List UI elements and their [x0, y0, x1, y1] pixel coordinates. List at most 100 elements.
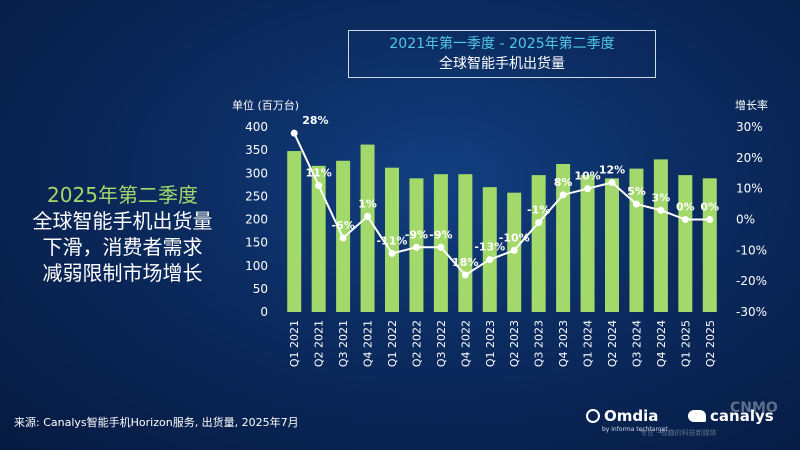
x-tick-label: Q4 2022 [459, 320, 472, 367]
cnmo-watermark: CNMO [730, 400, 778, 416]
growth-rate-label: 0% [700, 201, 719, 214]
x-tick-label: Q1 2022 [386, 320, 399, 367]
growth-rate-point [510, 246, 518, 254]
y2-tick-label: 30% [736, 120, 763, 134]
x-tick-label: Q2 2023 [508, 320, 521, 367]
growth-rate-label: -9% [429, 228, 452, 241]
x-tick-label: Q2 2021 [313, 320, 326, 367]
y2-axis-title: 增长率 [735, 98, 768, 112]
growth-rate-label: -6% [331, 219, 354, 232]
growth-rate-point [559, 191, 567, 199]
headline-line-4: 减弱限制市场增长 [42, 261, 203, 285]
x-tick-label: Q1 2025 [679, 320, 692, 367]
bar-q4-2024 [653, 159, 668, 312]
y-tick-label: 300 [245, 166, 268, 180]
chart-title-period: 2021年第一季度 - 2025年第二季度 [389, 36, 615, 52]
growth-rate-label: -10% [499, 231, 530, 244]
growth-rate-label: 28% [302, 114, 328, 127]
bar-q1-2023 [482, 187, 497, 312]
bar-q1-2024 [580, 175, 595, 312]
x-tick-label: Q1 2024 [582, 320, 595, 367]
growth-rate-label: 0% [676, 201, 695, 214]
growth-rate-label: 11% [305, 167, 331, 180]
bar-q2-2021 [311, 165, 326, 312]
growth-rate-label: 10% [574, 170, 600, 183]
growth-rate-point [412, 243, 420, 251]
y-axis-title: 单位 (百万台) [232, 98, 299, 112]
bar-q1-2021 [287, 151, 302, 312]
canalys-logo-icon [688, 410, 706, 422]
x-tick-label: Q1 2021 [288, 320, 301, 367]
growth-rate-label: -9% [405, 228, 428, 241]
x-tick-label: Q4 2023 [557, 320, 570, 367]
x-tick-label: Q3 2021 [337, 320, 350, 367]
growth-rate-point [535, 219, 543, 227]
x-tick-label: Q3 2023 [533, 320, 546, 367]
y-tick-label: 400 [245, 120, 268, 134]
growth-rate-label: 8% [554, 176, 573, 189]
canalys-logo: canalys [688, 407, 774, 425]
growth-rate-point [584, 185, 592, 193]
x-tick-label: Q3 2022 [435, 320, 448, 367]
bar-q3-2023 [531, 175, 546, 312]
y-tick-label: 250 [245, 189, 268, 203]
growth-rate-point [681, 216, 689, 223]
y-tick-label: 200 [245, 213, 268, 227]
y2-tick-label: 0% [736, 213, 755, 227]
chart-title-box: 2021年第一季度 - 2025年第二季度 全球智能手机出货量 [348, 30, 656, 78]
y2-tick-label: 10% [736, 182, 763, 196]
growth-rate-label: 12% [599, 164, 625, 177]
growth-rate-point [461, 271, 469, 279]
omdia-logo-subtitle: by informa techtarget [602, 426, 668, 433]
growth-rate-point [486, 256, 494, 264]
y2-tick-label: -20% [736, 274, 767, 288]
growth-rate-line [293, 132, 710, 277]
growth-rate-label: 1% [358, 197, 377, 210]
cnmo-watermark-subtitle: 专业 · 有趣的科技新媒体 [640, 429, 717, 437]
x-tick-label: Q1 2023 [484, 320, 497, 367]
x-tick-label: Q2 2025 [704, 320, 717, 367]
x-tick-label: Q4 2021 [362, 320, 375, 367]
growth-rate-point [290, 129, 298, 137]
x-tick-label: Q3 2024 [630, 320, 643, 367]
bar-q4-2023 [556, 164, 571, 312]
growth-rate-label: 3% [652, 191, 671, 204]
bar-q2-2024 [605, 178, 619, 312]
x-tick-label: Q2 2024 [606, 320, 619, 367]
growth-rate-point [315, 182, 323, 190]
y-tick-label: 100 [245, 259, 268, 273]
growth-rate-point [339, 234, 347, 242]
headline-line-3: 下滑，消费者需求 [42, 235, 203, 259]
growth-rate-label: -13% [474, 241, 505, 254]
bar-q1-2025 [678, 175, 693, 312]
headline-panel: 2025年第二季度 全球智能手机出货量 下滑，消费者需求 减弱限制市场增长 [10, 182, 235, 286]
headline-line-2: 全球智能手机出货量 [32, 209, 213, 233]
growth-rate-point [437, 243, 445, 251]
x-tick-label: Q2 2022 [410, 320, 423, 367]
x-tick-label: Q4 2024 [655, 320, 668, 367]
growth-rate-point [632, 200, 640, 208]
bar-q4-2021 [360, 144, 375, 312]
bar-q1-2022 [385, 167, 399, 312]
growth-rate-point [608, 179, 616, 186]
y2-tick-label: -10% [736, 243, 767, 257]
y2-tick-label: -30% [736, 305, 767, 319]
omdia-logo: Omdia [586, 407, 658, 425]
growth-rate-point [364, 212, 372, 220]
y-tick-label: 50 [253, 282, 268, 296]
headline-line-1: 2025年第二季度 [47, 183, 198, 207]
bar-q4-2022 [458, 174, 473, 312]
growth-rate-point [388, 249, 396, 257]
y-tick-label: 350 [245, 143, 268, 157]
canalys-logo-text: canalys [710, 407, 774, 425]
source-note: 来源: Canalys智能手机Horizon服务, 出货量, 2025年7月 [14, 416, 299, 429]
chart-title-metric: 全球智能手机出货量 [439, 56, 565, 72]
growth-rate-label: 5% [627, 185, 646, 198]
growth-rate-point [657, 206, 665, 214]
omdia-logo-icon [586, 409, 600, 423]
bar-q3-2022 [433, 174, 448, 312]
growth-rate-label: 18% [452, 256, 478, 269]
y-tick-label: 150 [245, 236, 268, 250]
growth-rate-label: -11% [377, 234, 408, 247]
